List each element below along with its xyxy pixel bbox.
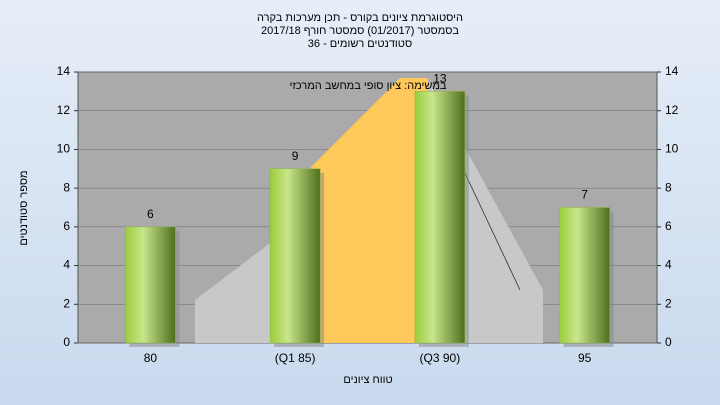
y2-tick-label: 8	[665, 180, 672, 194]
x-tick-label: (Q3 90)	[420, 351, 461, 365]
y2-tick-label: 2	[665, 296, 672, 310]
y-tick-label: 6	[63, 219, 70, 233]
annotation: במשימה: ציון סופי במחשב המרכזי	[290, 80, 447, 92]
y2-tick-label: 6	[665, 219, 672, 233]
bar	[269, 168, 321, 344]
x-tick-label: 80	[144, 351, 158, 365]
y-tick-label: 4	[63, 258, 70, 272]
data-label: 6	[147, 207, 154, 221]
y-tick-label: 14	[57, 64, 71, 78]
y2-tick-label: 10	[665, 142, 679, 156]
y2-tick-label: 14	[665, 64, 679, 78]
y-tick-label: 10	[57, 142, 71, 156]
y2-tick-label: 0	[665, 335, 672, 349]
y-tick-label: 12	[57, 103, 71, 117]
data-label: 13	[433, 72, 447, 86]
subtitle: סטודנטים רשומים - 36	[308, 38, 412, 50]
y-tick-label: 0	[63, 335, 70, 349]
y2-tick-label: 12	[665, 103, 679, 117]
y-tick-label: 8	[63, 180, 70, 194]
quartile-area	[311, 78, 427, 343]
subtitle: בסמסטר (01/2017) סמסטר חורף 2017/18	[261, 25, 459, 37]
bar	[125, 226, 176, 344]
data-label: 9	[292, 149, 299, 163]
y-axis-label: מספר סטודנטים	[18, 170, 30, 245]
y-tick-label: 2	[63, 296, 70, 310]
data-label: 7	[581, 188, 588, 202]
bars	[125, 91, 614, 347]
bar	[559, 207, 610, 344]
bar	[414, 91, 466, 344]
chart-title: היסטוגרמת ציונים בקורס - תכן מערכות בקרה	[257, 12, 463, 24]
x-tick-label: 95	[578, 351, 592, 365]
x-axis-label: טווח ציונים	[343, 374, 392, 386]
x-tick-label: (Q1 85)	[275, 351, 316, 365]
y2-tick-label: 4	[665, 258, 672, 272]
